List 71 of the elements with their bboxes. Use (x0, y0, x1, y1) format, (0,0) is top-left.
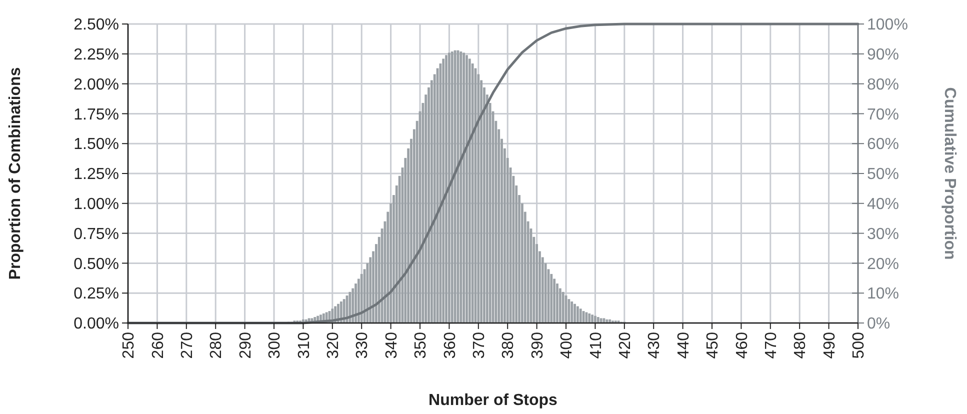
x-tick-label: 350 (412, 332, 430, 359)
x-tick-label: 360 (442, 332, 459, 359)
x-tick-label: 390 (529, 332, 546, 359)
x-tick-label: 260 (150, 332, 167, 359)
y2-tick-label: 60% (867, 136, 900, 154)
y-tick-label: 2.50% (74, 16, 119, 34)
y-tick-label: 1.50% (74, 136, 119, 154)
x-tick-label: 380 (500, 332, 518, 359)
bar (462, 52, 465, 323)
y-tick-label: 1.00% (74, 196, 119, 213)
y2-tick-label: 50% (867, 166, 900, 184)
y2-tick-label: 30% (867, 226, 900, 243)
bar (594, 316, 596, 323)
x-tick-label: 270 (179, 332, 196, 359)
y2-tick-label: 40% (867, 196, 900, 213)
bar (460, 52, 462, 323)
y2-tick-label: 100% (867, 16, 908, 34)
y-tick-label: 1.25% (74, 166, 119, 184)
x-tick-label: 420 (617, 332, 634, 359)
y-tick-label: 0.00% (74, 316, 119, 333)
x-tick-label: 470 (763, 332, 780, 359)
x-tick-label: 320 (325, 332, 342, 359)
bar (596, 317, 600, 323)
x-tick-label: 440 (675, 332, 692, 359)
y2-tick-label: 10% (867, 286, 900, 303)
bar (448, 52, 450, 323)
bar (348, 292, 352, 323)
x-tick-label: 490 (821, 332, 838, 359)
x-tick-label: 480 (792, 332, 810, 359)
x-tick-label: 310 (296, 332, 313, 359)
x-tick-label: 410 (588, 332, 605, 359)
bar (568, 299, 570, 323)
bar (588, 313, 591, 323)
bar (576, 306, 579, 323)
x-tick-label: 400 (558, 332, 576, 359)
y2-tick-label: 0% (867, 316, 890, 333)
bar (562, 292, 564, 323)
y-tick-label: 0.50% (74, 256, 119, 273)
bar (574, 304, 576, 323)
y2-tick-label: 80% (867, 76, 900, 94)
bar (585, 312, 588, 323)
bar (591, 314, 594, 323)
x-tick-label: 450 (704, 332, 722, 359)
bar (570, 301, 574, 323)
x-axis-title: Number of Stops (428, 392, 558, 409)
y2-tick-label: 20% (867, 256, 900, 273)
x-tick-label: 460 (734, 332, 751, 359)
x-tick-label: 330 (354, 332, 372, 359)
bar (442, 58, 445, 323)
x-tick-label: 250 (120, 332, 138, 359)
x-tick-label: 340 (383, 332, 400, 359)
x-tick-label: 370 (471, 332, 488, 359)
y-tick-label: 0.25% (74, 286, 119, 303)
y-tick-label: 2.00% (74, 76, 119, 94)
bar (466, 55, 468, 323)
x-tick-label: 280 (208, 332, 226, 359)
bar (468, 58, 471, 323)
y2-tick-label: 90% (867, 46, 900, 64)
bar (445, 55, 448, 323)
x-tick-label: 430 (646, 332, 664, 359)
bar (579, 308, 582, 323)
y2-tick-label: 70% (867, 106, 900, 124)
x-tick-label: 500 (850, 332, 868, 359)
y-axis-title: Proportion of Combinations (7, 67, 24, 280)
x-tick-label: 300 (266, 332, 284, 359)
y-tick-label: 0.75% (74, 226, 119, 243)
bar (450, 52, 454, 323)
y2-axis-title: Cumulative Proportion (941, 87, 958, 260)
y-tick-label: 2.25% (74, 46, 119, 64)
x-tick-label: 290 (237, 332, 254, 359)
y-tick-label: 1.75% (74, 106, 119, 124)
